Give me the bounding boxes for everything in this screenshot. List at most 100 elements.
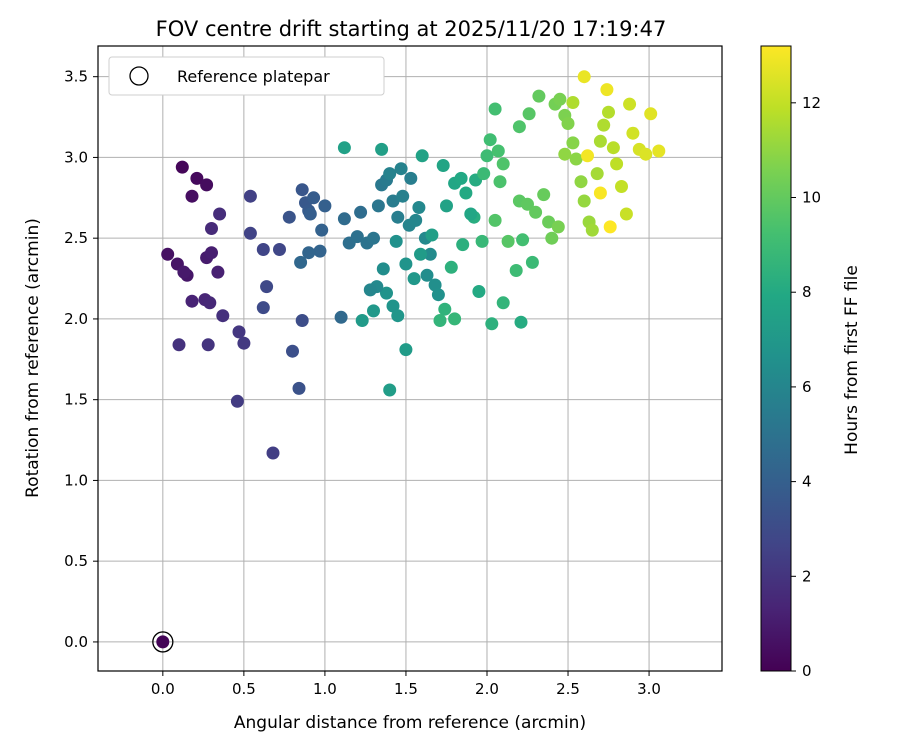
scatter-point xyxy=(525,255,539,269)
scatter-point xyxy=(440,199,453,213)
scatter-point xyxy=(433,314,447,327)
scatter-point xyxy=(464,207,478,221)
colorbar: 0 2 4 6 8 10 12 Hours from first FF file xyxy=(760,45,862,680)
scatter-point xyxy=(409,213,423,227)
chart-title: FOV centre drift starting at 2025/11/20 … xyxy=(156,17,667,41)
scatter-point xyxy=(561,117,575,130)
scatter-point xyxy=(237,336,251,350)
y-tick-label: 2.0 xyxy=(64,310,88,328)
scatter-point xyxy=(318,199,332,213)
scatter-point xyxy=(383,167,397,181)
x-tick-label: 0.0 xyxy=(151,680,175,698)
scatter-point xyxy=(315,223,329,237)
scatter-point xyxy=(243,189,257,203)
scatter-point xyxy=(593,134,607,148)
scatter-point xyxy=(483,133,497,147)
scatter-point xyxy=(569,152,583,166)
scatter-point xyxy=(355,314,369,327)
scatter-point xyxy=(172,338,186,352)
scatter-point xyxy=(448,312,462,326)
colorbar-tick-label: 12 xyxy=(802,94,821,112)
scatter-point xyxy=(488,102,502,116)
colorbar-tick-label: 8 xyxy=(802,283,812,301)
scatter-point xyxy=(577,194,591,208)
scatter-point xyxy=(391,210,405,224)
scatter-point xyxy=(203,296,217,310)
scatter-point xyxy=(201,338,215,352)
scatter-point xyxy=(295,314,309,327)
x-axis-label: Angular distance from reference (arcmin) xyxy=(234,713,586,733)
scatter-point xyxy=(425,228,439,242)
scatter-point xyxy=(205,222,218,235)
plot-frame xyxy=(97,45,723,672)
colorbar-tick-label: 6 xyxy=(802,378,812,396)
reference-point xyxy=(152,631,174,653)
scatter-point xyxy=(232,325,246,339)
scatter-point xyxy=(639,147,653,161)
scatter-point xyxy=(282,210,296,224)
scatter-point xyxy=(415,149,429,163)
scatter-point xyxy=(509,264,523,277)
y-tick-label: 1.0 xyxy=(64,471,88,489)
x-tick-label: 2.0 xyxy=(475,680,499,698)
scatter-point xyxy=(602,105,615,119)
scatter-point xyxy=(600,83,614,97)
legend-entry: Reference platepar xyxy=(177,67,330,86)
scatter-point xyxy=(313,244,327,258)
scatter-point xyxy=(537,188,551,202)
scatter-point xyxy=(521,197,534,211)
scatter-point xyxy=(412,201,426,214)
legend-marker xyxy=(129,66,149,86)
colorbar-tick-label: 2 xyxy=(802,567,812,585)
scatter-point xyxy=(302,246,316,260)
scatter-point xyxy=(337,141,351,155)
scatter-point xyxy=(652,144,666,158)
scatter-point xyxy=(488,213,502,227)
x-axis-ticks: 0.0 0.5 1.0 1.5 2.0 2.5 3.0 xyxy=(151,671,661,698)
scatter-point xyxy=(529,205,543,219)
scatter-point xyxy=(477,167,491,181)
scatter-point xyxy=(337,212,351,226)
scatter-point xyxy=(485,317,499,331)
scatter-point xyxy=(190,171,204,185)
scatter-point xyxy=(603,220,617,234)
scatter-point xyxy=(493,175,507,189)
scatter-point xyxy=(553,92,567,106)
scatter-point xyxy=(383,383,397,397)
y-tick-label: 0.0 xyxy=(64,633,88,651)
scatter-point xyxy=(436,159,450,172)
scatter-point xyxy=(156,635,170,649)
scatter-point xyxy=(303,207,317,221)
scatter-point xyxy=(593,186,607,200)
scatter-point xyxy=(590,167,604,181)
scatter-point xyxy=(566,136,580,150)
scatter-point xyxy=(581,149,594,163)
scatter-point xyxy=(295,183,309,197)
scatter-point xyxy=(161,247,175,261)
scatter-point xyxy=(200,178,214,192)
scatter-point xyxy=(185,294,199,308)
scatter-point xyxy=(350,230,364,244)
scatter-point xyxy=(185,189,199,203)
scatter-point xyxy=(577,70,591,84)
scatter-point xyxy=(644,107,658,121)
scatter-point xyxy=(273,243,286,256)
scatter-point xyxy=(380,286,393,300)
scatter-point xyxy=(354,205,368,219)
x-tick-label: 1.0 xyxy=(313,680,337,698)
scatter-point xyxy=(606,141,620,155)
scatter-point xyxy=(514,315,528,329)
scatter-point xyxy=(407,272,421,286)
scatter-point xyxy=(260,280,274,294)
scatter-point xyxy=(619,207,633,221)
scatter-point xyxy=(363,283,377,297)
scatter-point xyxy=(307,191,321,205)
scatter-point xyxy=(438,302,452,316)
scatter-point xyxy=(496,157,510,171)
scatter-point xyxy=(574,175,588,189)
scatter-point xyxy=(367,304,380,318)
x-tick-label: 0.5 xyxy=(232,680,256,698)
scatter-point xyxy=(491,144,505,158)
legend: Reference platepar xyxy=(108,56,385,96)
